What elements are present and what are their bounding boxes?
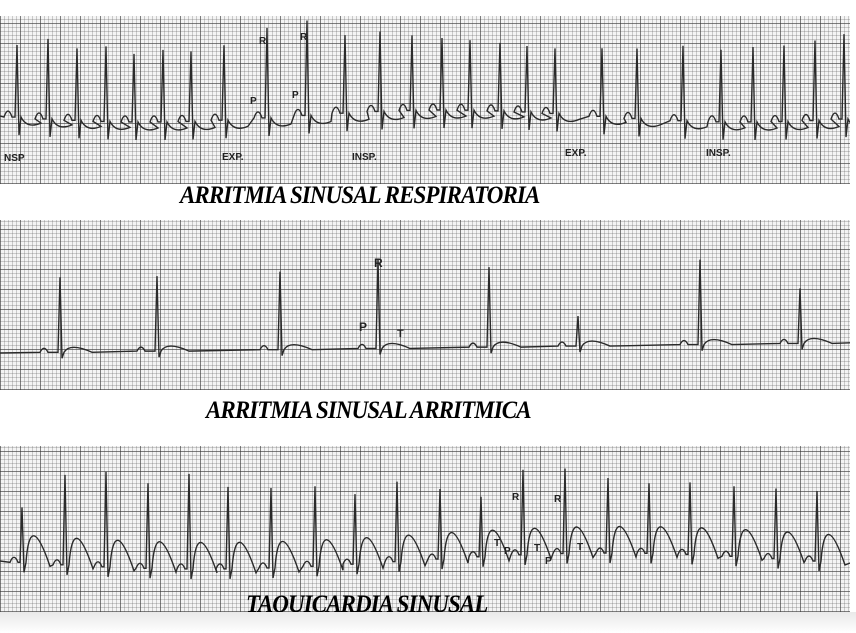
- caption-arrhythmic: ARRITMIA SINUSAL ARRITMICA: [206, 397, 532, 424]
- ecg-trace: [0, 468, 850, 580]
- t-wave-label: T: [494, 538, 501, 549]
- t-wave-label: T: [397, 328, 404, 340]
- expiration-label: EXP.: [565, 148, 587, 159]
- ecg-waveform: [0, 20, 850, 141]
- inspiration-label: NSP: [4, 153, 25, 164]
- p-wave-label: P: [250, 96, 257, 107]
- p-wave-label: P: [545, 556, 552, 567]
- p-wave-label: P: [359, 320, 368, 334]
- r-wave-label: R: [512, 492, 520, 503]
- caption-respiratory: ARRITMIA SINUSAL RESPIRATORIA: [180, 182, 540, 209]
- p-wave-label: P: [504, 546, 511, 557]
- ecg-strip-tachycardia: R R T P T P T: [0, 446, 850, 612]
- inspiration-label: INSP.: [352, 152, 377, 163]
- expiration-label: EXP.: [222, 152, 244, 163]
- r-wave-label: R: [554, 494, 562, 505]
- ecg-strip-arrhythmic: R P T: [0, 220, 850, 390]
- t-wave-label: T: [577, 542, 584, 553]
- r-wave-label: R: [300, 32, 308, 43]
- p-wave-label: P: [292, 90, 299, 101]
- ecg-waveform: [0, 258, 850, 359]
- ecg-trace: [0, 258, 850, 359]
- r-wave-label: R: [259, 36, 267, 47]
- ecg-strip-respiratory: R R P P NSP EXP. INSP. EXP. INSP.: [0, 16, 850, 184]
- ecg-waveform: [0, 468, 850, 580]
- t-wave-label: T: [534, 543, 541, 554]
- inspiration-label: INSP.: [706, 148, 731, 159]
- ecg-trace: [0, 20, 850, 141]
- r-wave-label: R: [374, 256, 383, 270]
- page-edge: [0, 612, 856, 633]
